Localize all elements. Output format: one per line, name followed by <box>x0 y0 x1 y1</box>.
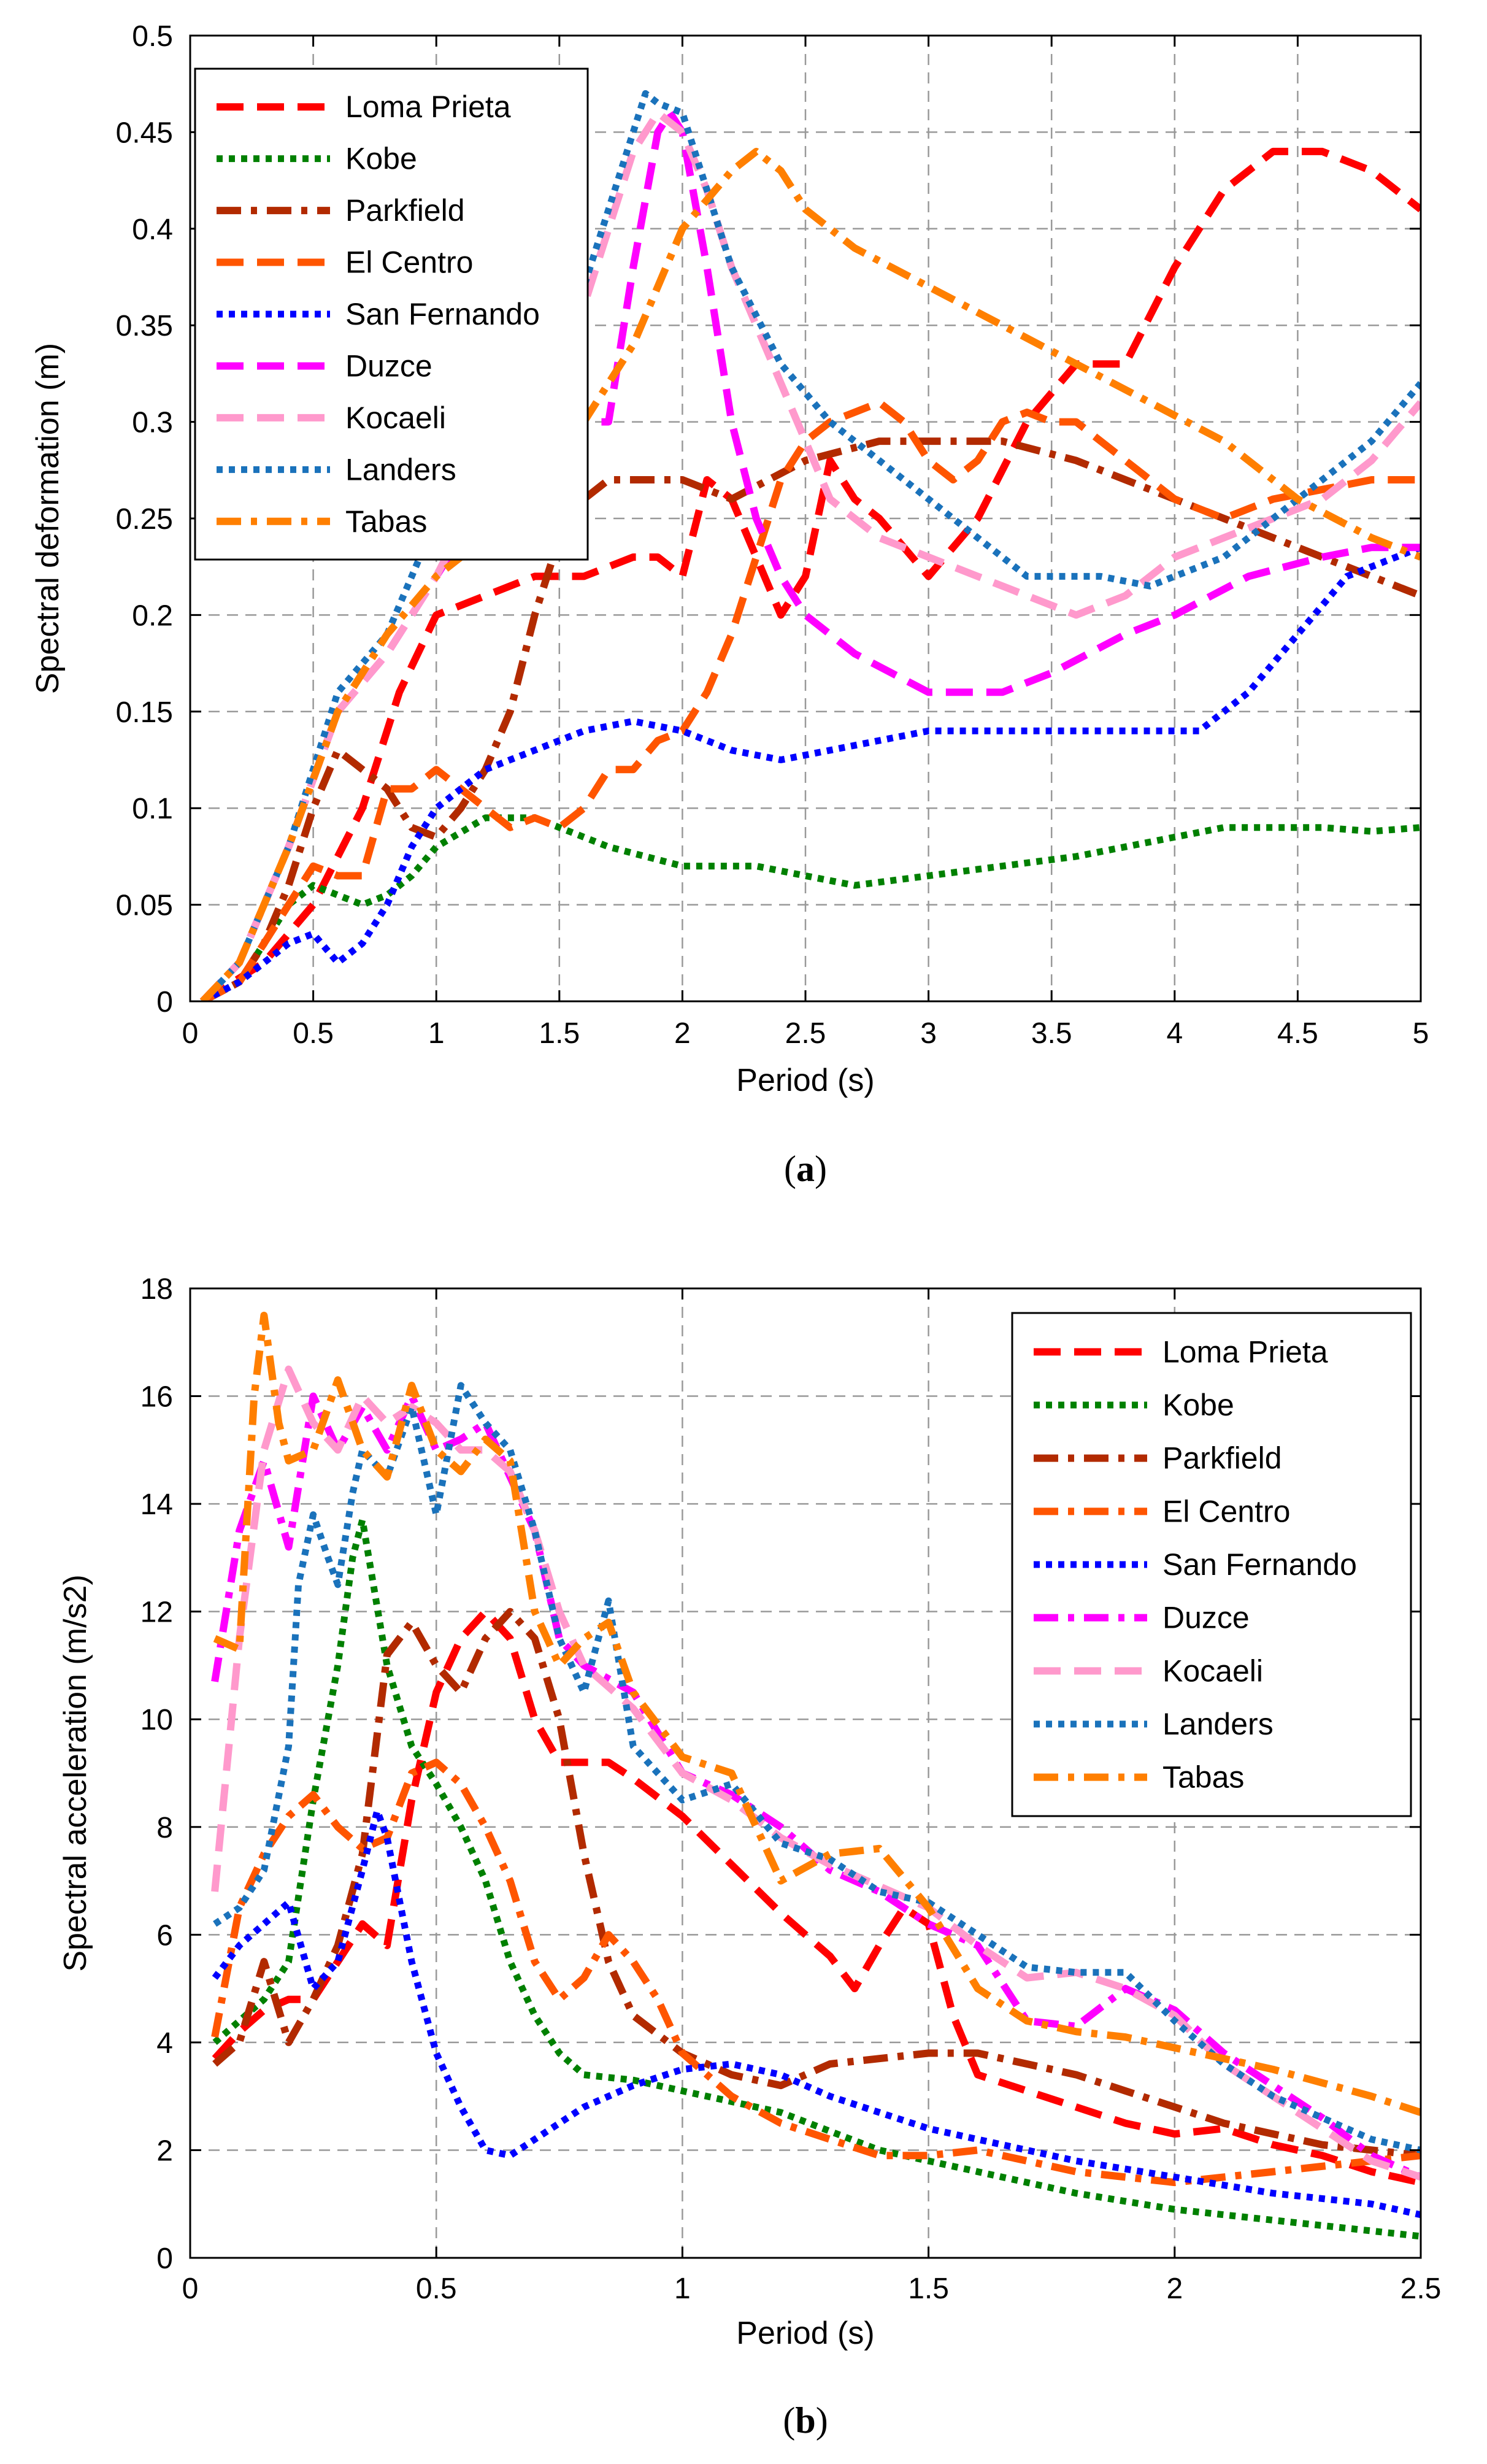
legend-label: Kobe <box>1162 1388 1234 1422</box>
y-tick-label: 4 <box>156 2027 173 2060</box>
legend-label: Loma Prieta <box>1162 1334 1328 1369</box>
series-line <box>213 1382 1421 2154</box>
legend-label: San Fernando <box>345 297 540 331</box>
x-tick-label: 1.5 <box>908 2273 949 2305</box>
series-line <box>211 1758 1421 2187</box>
panel-caption: (b) <box>783 2400 828 2441</box>
x-tick-label: 0.5 <box>293 1017 334 1050</box>
legend-box <box>1011 1312 1412 1817</box>
legend-box <box>194 67 589 561</box>
legend-label: Kocaeli <box>345 401 446 435</box>
legend-label: Duzce <box>345 348 432 383</box>
x-tick-label: 2 <box>674 1017 691 1050</box>
x-tick-label: 0 <box>182 2273 199 2305</box>
series-line <box>212 1607 1421 2186</box>
y-tick-label: 0.5 <box>132 20 173 53</box>
legend-label: Loma Prieta <box>345 90 511 124</box>
series-line <box>212 1607 1421 2160</box>
series-line <box>213 1311 1421 2116</box>
x-tick-label: 2.5 <box>785 1017 826 1050</box>
series-line <box>201 544 1421 1001</box>
chart-a-svg: 0 0.5 1 1.5 2 2.5 3 3.5 4 4.5 5 0 0.05 0.1 0.15 0.2 0.25… <box>30 20 1429 1189</box>
x-axis-title: Period (s) <box>736 1063 874 1098</box>
y-tick-label: 0 <box>156 2243 173 2275</box>
x-axis-title: Period (s) <box>736 2316 874 2351</box>
y-tick-label: 0.2 <box>132 599 173 632</box>
x-tick-label: 2.5 <box>1401 2273 1442 2305</box>
y-tick-label: 2 <box>156 2135 173 2167</box>
legend-label: El Centro <box>345 245 473 280</box>
y-tick-label: 0 <box>156 986 173 1018</box>
series-line <box>211 1365 1421 2181</box>
legend-label: Landers <box>1162 1707 1274 1741</box>
y-tick-label: 18 <box>140 1273 173 1306</box>
legend-label: San Fernando <box>1162 1547 1357 1582</box>
x-tick-label: 1.5 <box>539 1017 580 1050</box>
y-axis-title: Spectral deformation (m) <box>30 343 66 694</box>
legend-label: El Centro <box>1162 1494 1290 1528</box>
y-tick-label: 0.15 <box>116 696 173 729</box>
legend-label: Landers <box>345 452 456 487</box>
panel-a: 0 0.5 1 1.5 2 2.5 3 3.5 4 4.5 5 0 0.05 0.1 0.15 0.2 0.25… <box>0 0 1487 1203</box>
y-tick-label: 0.05 <box>116 890 173 922</box>
y-tick-label: 12 <box>140 1596 173 1629</box>
y-tick-label: 6 <box>156 1919 173 1952</box>
chart-b-svg: 0 0.5 1 1.5 2 2.5 0 2 4 6 8 10 12 14 16 18 Period (s) Spe… <box>58 1273 1442 2441</box>
x-tick-label: 5 <box>1413 1017 1429 1050</box>
x-tick-label: 1 <box>428 1017 445 1050</box>
series-line <box>199 147 1421 1001</box>
y-tick-label: 0.45 <box>116 117 173 149</box>
legend-label: Tabas <box>345 504 427 539</box>
axes-frame <box>189 1287 1422 2259</box>
y-tick-label: 14 <box>140 1488 173 1521</box>
x-tick-label: 1 <box>674 2273 691 2305</box>
x-tick-label: 3.5 <box>1031 1017 1072 1050</box>
y-tick-label: 8 <box>156 1812 173 1844</box>
y-axis-title: Spectral acceleration (m/s2) <box>58 1574 93 1971</box>
y-tick-label: 10 <box>140 1704 173 1736</box>
panel-b: 0 0.5 1 1.5 2 2.5 0 2 4 6 8 10 12 14 16 18 Period (s) Spe… <box>0 1239 1487 2442</box>
y-tick-label: 0.1 <box>132 793 173 825</box>
x-tick-label: 2 <box>1166 2273 1183 2305</box>
series-line <box>200 90 1421 1001</box>
x-tick-label: 4.5 <box>1277 1017 1318 1050</box>
legend-label: Parkfield <box>1162 1441 1282 1476</box>
x-tick-label: 4 <box>1166 1017 1183 1050</box>
series-line <box>200 147 1421 1001</box>
series-line <box>212 1516 1421 2240</box>
series-group <box>211 1311 1421 2240</box>
legend-label: Parkfield <box>345 193 465 228</box>
y-tick-label: 0.4 <box>132 214 173 246</box>
legend-label: Kocaeli <box>1162 1654 1263 1688</box>
y-tick-label: 0.25 <box>116 503 173 536</box>
series-line <box>201 399 1421 1001</box>
y-tick-label: 0.3 <box>132 407 173 439</box>
x-tick-label: 3 <box>920 1017 937 1050</box>
legend-label: Duzce <box>1162 1601 1250 1635</box>
series-line <box>212 1807 1421 2219</box>
y-tick-label: 16 <box>140 1381 173 1414</box>
x-tick-label: 0 <box>182 1017 199 1050</box>
x-tick-label: 0.5 <box>416 2273 457 2305</box>
panel-caption: (a) <box>784 1149 827 1189</box>
y-tick-label: 0.35 <box>116 310 173 342</box>
legend-label: Kobe <box>345 142 417 176</box>
series-group <box>199 90 1421 1001</box>
legend-label: Tabas <box>1162 1760 1244 1795</box>
series-line <box>201 814 1421 1001</box>
